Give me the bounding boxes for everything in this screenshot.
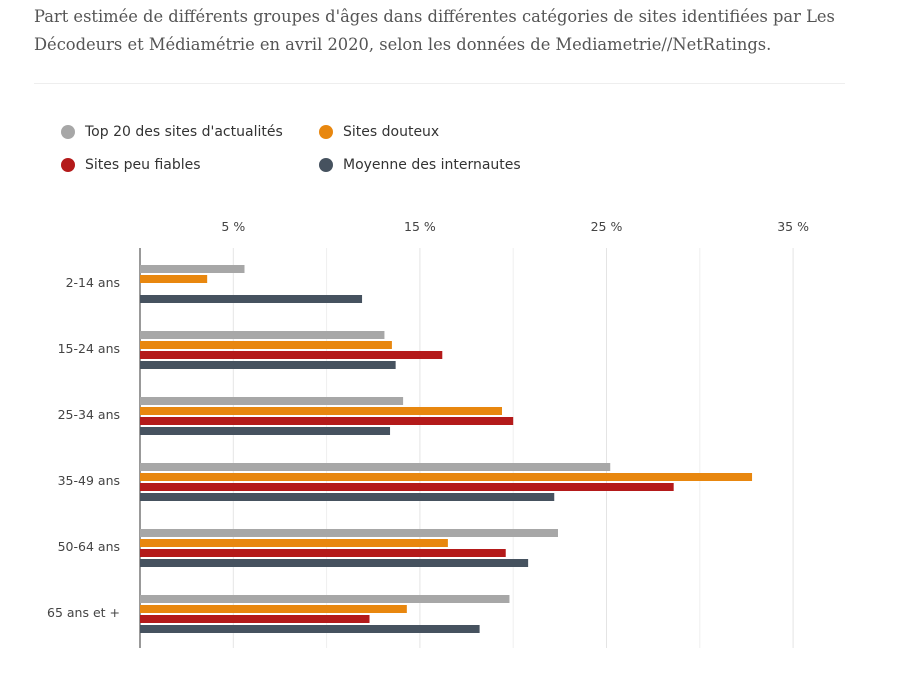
bar [140,397,404,405]
bar [140,341,392,349]
bar [140,407,503,415]
legend-item-moyenne[interactable]: Moyenne des internautes [319,157,521,173]
x-tick-label: 5 % [221,219,245,234]
bar [140,463,611,471]
bar [140,331,385,339]
bar [140,295,363,303]
x-tick-label: 15 % [404,219,436,234]
legend-label-peu-fiables: Sites peu fiables [85,157,201,173]
legend-item-peu-fiables[interactable]: Sites peu fiables [61,157,201,173]
bar [140,427,391,435]
bar [140,549,506,557]
x-tick-label: 25 % [591,219,623,234]
legend-dot-top20 [61,125,75,139]
legend-dot-peu-fiables [61,158,75,172]
legend-dot-moyenne [319,158,333,172]
legend-item-top20[interactable]: Top 20 des sites d'actualités [61,124,283,140]
legend-label-moyenne: Moyenne des internautes [343,157,521,173]
bar [140,265,245,273]
category-label: 15-24 ans [58,341,120,356]
bar [140,625,480,633]
bar [140,529,558,537]
bar [140,493,555,501]
legend-label-douteux: Sites douteux [343,124,440,140]
category-label: 35-49 ans [58,473,120,488]
bar [140,615,370,623]
bar [140,417,514,425]
chart-caption: Part estimée de différents groupes d'âge… [34,7,835,54]
bar [140,559,529,567]
bar [140,473,753,481]
legend-dot-douteux [319,125,333,139]
bar [140,595,510,603]
bar [140,361,396,369]
category-label: 2-14 ans [66,275,120,290]
category-label: 65 ans et + [47,605,120,620]
bar [140,275,208,283]
x-tick-label: 35 % [777,219,809,234]
bar [140,483,674,491]
bar [140,539,448,547]
legend-item-douteux[interactable]: Sites douteux [319,124,439,140]
category-label: 25-34 ans [58,407,120,422]
bar [140,605,407,613]
category-label: 50-64 ans [58,539,120,554]
bar [140,351,443,359]
caption-divider [34,83,845,84]
legend-label-top20: Top 20 des sites d'actualités [85,124,283,140]
